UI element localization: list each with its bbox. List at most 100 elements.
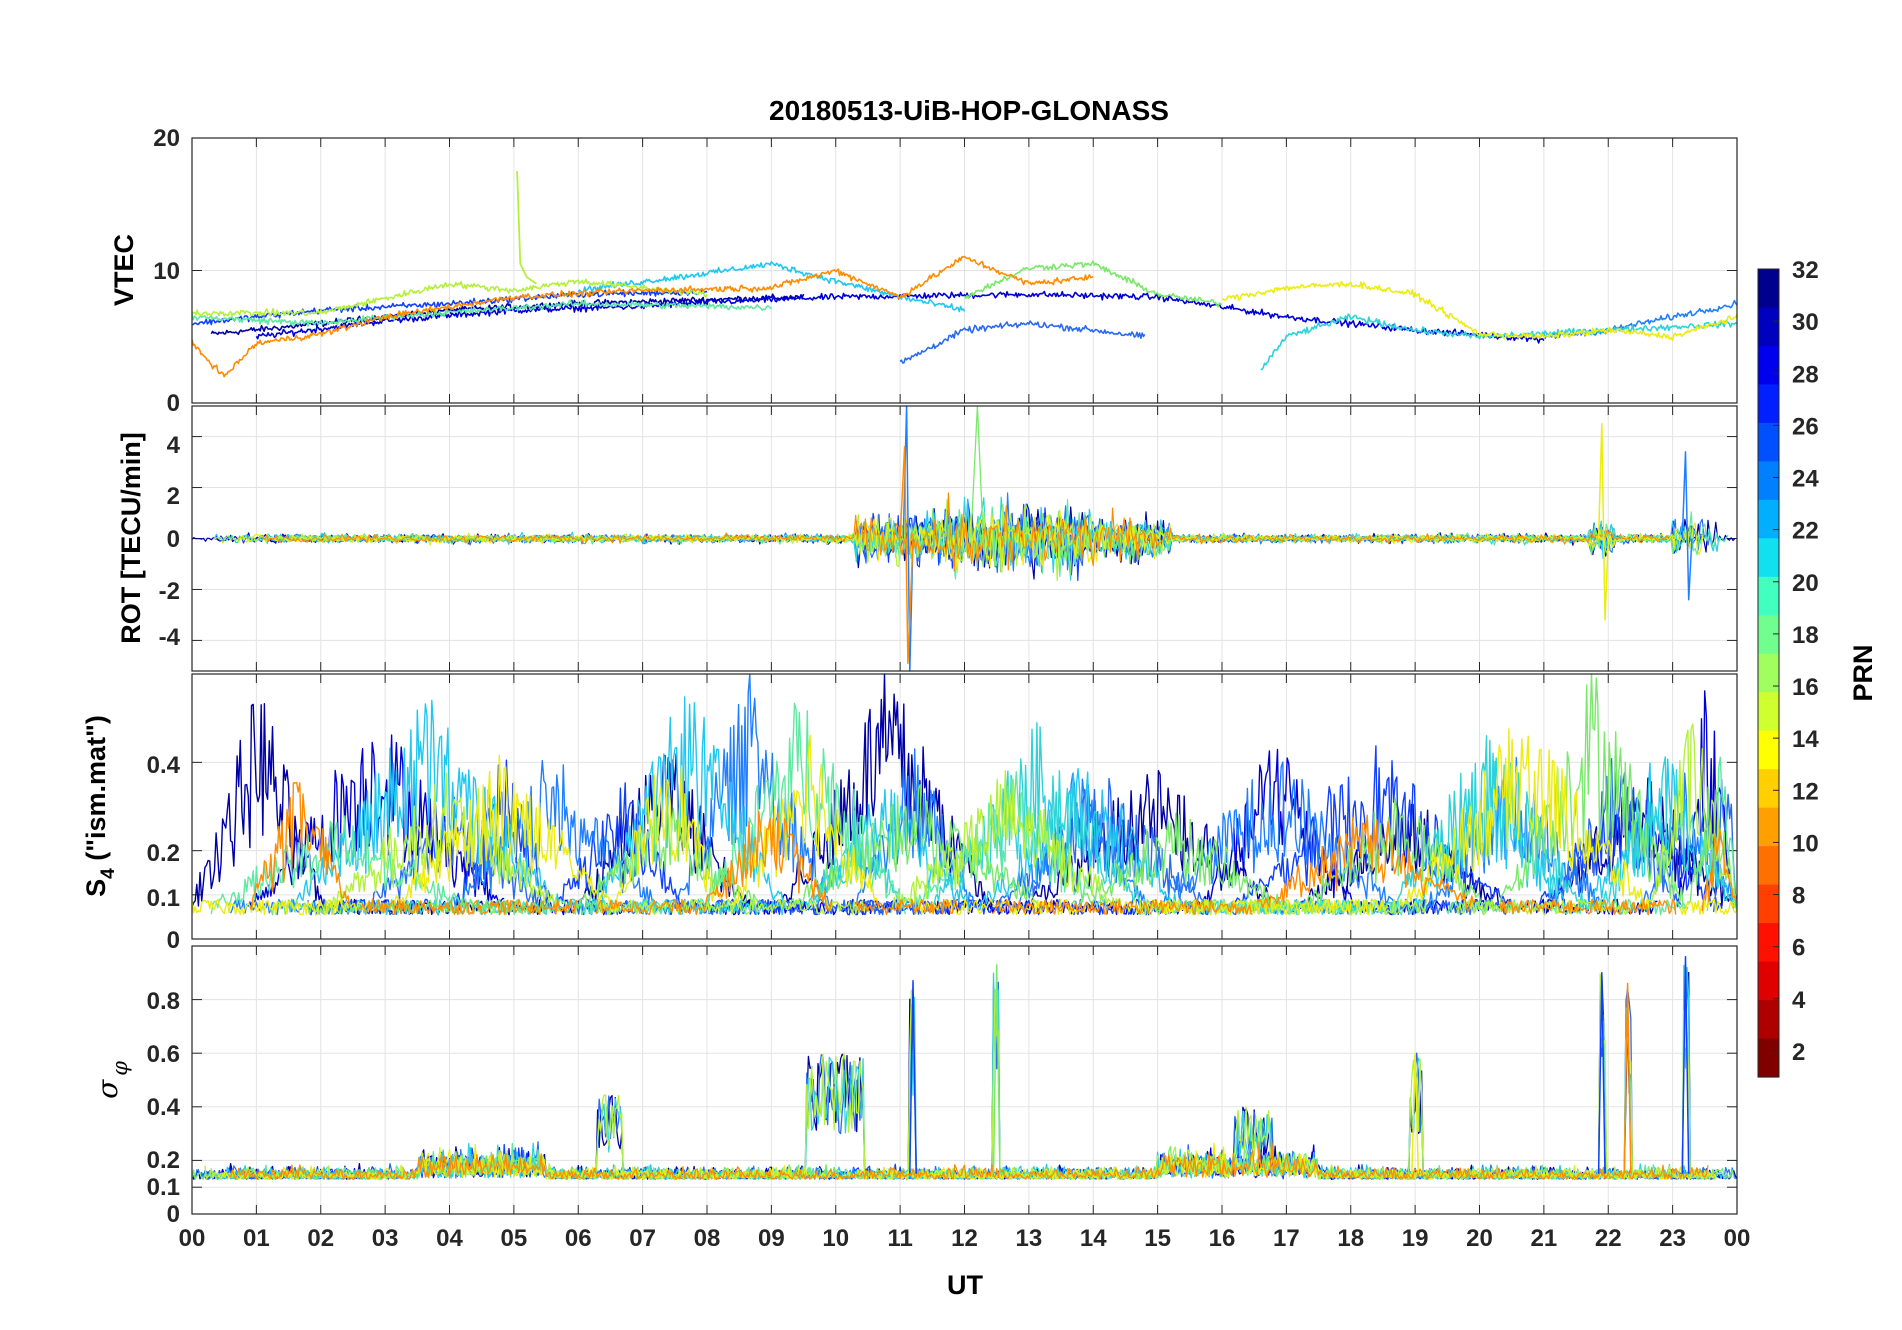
x-tick-label-20: 20 [1466, 1225, 1493, 1252]
x-tick-label-22: 22 [1595, 1225, 1622, 1252]
s4-trace-4 [671, 673, 833, 909]
vtec-trace-prn-7 [899, 320, 1146, 364]
colorbar-segment-7 [1758, 538, 1779, 578]
s4-tick-0.2: 0.2 [147, 840, 180, 867]
rot-tick-neg4: -4 [159, 624, 181, 651]
s4-trace-8 [1070, 812, 1283, 910]
sigma-spike-2 [1597, 972, 1606, 1174]
rot-trace-10 [236, 509, 1704, 574]
sigma-tick-0.4: 0.4 [147, 1094, 181, 1121]
colorbar-segment-3 [1758, 384, 1779, 424]
s4-trace-9 [597, 898, 871, 916]
colorbar-frame [1757, 268, 1780, 1078]
colorbar-segment-0 [1758, 269, 1779, 309]
x-tick-label-11: 11 [887, 1225, 912, 1252]
colorbar-segment-13 [1758, 769, 1779, 809]
sigma-tick-0: 0 [167, 1201, 180, 1228]
x-tick-label-10: 10 [822, 1225, 849, 1252]
x-tick-label-1: 01 [243, 1225, 270, 1252]
colorbar-tick-18: 18 [1792, 622, 1819, 649]
x-tick-label-3: 03 [372, 1225, 399, 1252]
colorbar-tick-4: 4 [1792, 987, 1806, 1014]
s4-trace-10 [1121, 898, 1389, 916]
sigma-trace-9 [204, 973, 1726, 1180]
rot-spike-11b [899, 446, 914, 665]
x-tick-label-5: 05 [501, 1225, 528, 1252]
x-tick-label-21: 21 [1531, 1225, 1558, 1252]
sigma-trace-6 [217, 964, 1719, 1180]
vtec-axes-box [191, 137, 1738, 404]
vtec-panel: 20 10 0 VTEC [109, 125, 1738, 417]
rot-traces [191, 405, 1736, 672]
s4-trace-6 [930, 722, 1146, 912]
sigma-phi-ylabel: σφ [91, 1061, 132, 1099]
rot-tick-2: 2 [167, 483, 180, 510]
sigma-tick-0.8: 0.8 [147, 988, 180, 1015]
colorbar-tick-10: 10 [1792, 830, 1819, 857]
sigma-phi-panel: 0.8 0.6 0.4 0.2 0.1 0 σφ [91, 945, 1738, 1228]
colorbar-segment-18 [1758, 961, 1779, 1001]
vtec-grid [191, 137, 1738, 404]
s4-trace-11 [249, 781, 351, 911]
s4-tick-0.4: 0.4 [147, 752, 181, 779]
s4-trace-5 [589, 696, 789, 909]
s4-trace-11 [1499, 898, 1677, 916]
rot-tick-0: 0 [167, 526, 180, 553]
colorbar-tick-6: 6 [1792, 935, 1805, 962]
s4-trace-6 [1388, 735, 1587, 910]
sigma-ylabel-main: σ [91, 1079, 124, 1099]
colorbar-segment-16 [1758, 884, 1779, 924]
vtec-tick-20: 20 [153, 125, 180, 152]
vtec-traces [191, 171, 1738, 378]
rot-spike-22 [1597, 423, 1610, 621]
colorbar-tick-32: 32 [1792, 257, 1819, 284]
vtec-trace-prn-15 [191, 299, 772, 327]
colorbar-segment-1 [1758, 307, 1779, 347]
s4-tick-0: 0 [167, 927, 180, 954]
colorbar-segment-4 [1758, 422, 1779, 462]
s4-trace-9 [326, 772, 562, 915]
s4-trace-7 [1326, 899, 1428, 916]
colorbar-tick-22: 22 [1792, 518, 1819, 545]
s4-trace-11 [855, 899, 960, 916]
colorbar-tick-24: 24 [1792, 466, 1819, 493]
x-tick-label-9: 09 [758, 1225, 785, 1252]
vtec-tick-10: 10 [153, 258, 180, 285]
vtec-ylabel: VTEC [109, 234, 139, 306]
s4-trace-4 [449, 759, 658, 909]
x-tick-label-17: 17 [1273, 1225, 1300, 1252]
s4-ylabel: S4 ("ism.mat") [81, 715, 119, 897]
s4-ylabel-sub: 4 [98, 868, 119, 879]
sigma-phi-traces [191, 955, 1738, 1180]
colorbar-segment-17 [1758, 923, 1779, 963]
s4-ylabel-rest: ("ism.mat") [81, 715, 111, 868]
sigma-spike-4 [1681, 955, 1690, 1174]
colorbar-tick-16: 16 [1792, 674, 1819, 701]
x-tick-label-8: 08 [694, 1225, 721, 1252]
rot-ylabel: ROT [TECU/min] [116, 432, 146, 643]
sigma-trace-11 [229, 1141, 1709, 1180]
colorbar-tick-30: 30 [1792, 309, 1819, 336]
s4-trace-11 [595, 898, 702, 916]
s4-trace-10 [392, 754, 615, 915]
colorbar-segment-11 [1758, 692, 1779, 732]
x-tick-label-16: 16 [1209, 1225, 1236, 1252]
colorbar-segment-9 [1758, 615, 1779, 655]
prn-colorbar: 32 30 28 26 24 22 20 18 16 14 12 10 8 6 4 2 PRN [1757, 257, 1878, 1078]
colorbar-segment-19 [1758, 1000, 1779, 1040]
sigma-spike-3 [1623, 982, 1632, 1174]
colorbar-tick-26: 26 [1792, 413, 1819, 440]
colorbar-segment-10 [1758, 653, 1779, 693]
colorbar-tick-2: 2 [1792, 1039, 1805, 1066]
s4-panel: 0.4 0.2 0.1 0 S4 ("ism.mat") [81, 673, 1738, 954]
sigma-tick-0.6: 0.6 [147, 1041, 180, 1068]
vtec-trace-prn-18 [191, 278, 708, 317]
x-tick-label-7: 07 [629, 1225, 656, 1252]
s4-trace-2 [555, 782, 684, 911]
s4-trace-11 [1257, 814, 1476, 912]
x-tick-label-14: 14 [1080, 1225, 1107, 1252]
s4-trace-10 [1400, 728, 1650, 910]
x-tick-label-6: 06 [565, 1225, 592, 1252]
s4-trace-8 [1301, 797, 1491, 913]
